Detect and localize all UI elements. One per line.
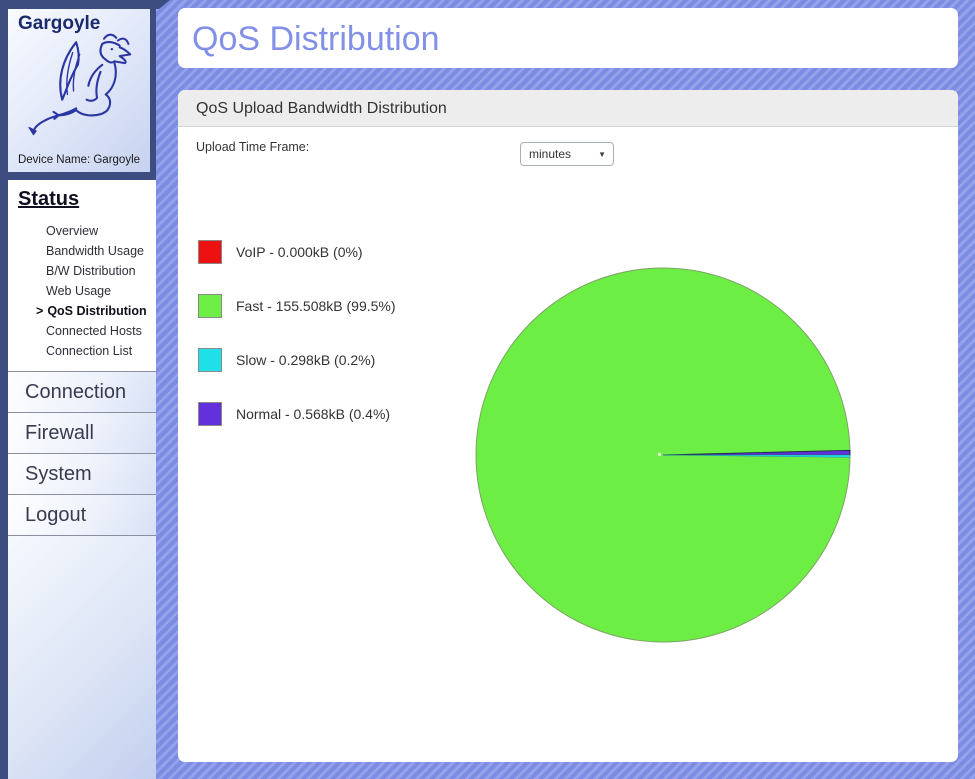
pie-legend: VoIP - 0.000kB (0%) Fast - 155.508kB (99… [198,240,396,456]
legend-item-fast: Fast - 155.508kB (99.5%) [198,294,396,318]
legend-swatch-slow [198,348,222,372]
legend-label-fast: Fast - 155.508kB (99.5%) [236,298,396,314]
pie-slice-slow [662,454,851,458]
sidebar-top-edge [0,0,170,9]
sidebar-section-connection[interactable]: Connection [8,372,156,413]
sidebar-item-web-usage[interactable]: Web Usage [46,284,112,298]
qos-pie-chart [463,255,863,655]
sidebar-item-qos-distribution[interactable]: > QoS Distribution [36,304,147,318]
legend-swatch-voip [198,240,222,264]
panel-header: QoS Upload Bandwidth Distribution [178,90,958,127]
sidebar-item-bandwidth-usage[interactable]: Bandwidth Usage [46,244,144,258]
legend-label-voip: VoIP - 0.000kB (0%) [236,244,363,260]
panel-body: Upload Time Frame: minutes ▼ VoIP - 0.00… [178,127,958,762]
legend-item-voip: VoIP - 0.000kB (0%) [198,240,396,264]
sidebar-item-bw-distribution[interactable]: B/W Distribution [46,264,136,278]
qos-panel: QoS Upload Bandwidth Distribution Upload… [178,90,958,762]
sidebar-item-overview[interactable]: Overview [46,224,99,238]
upload-time-frame-label: Upload Time Frame: [196,140,310,154]
sidebar-item-connection-list[interactable]: Connection List [46,344,133,358]
time-frame-select[interactable]: minutes ▼ [520,142,614,166]
legend-label-normal: Normal - 0.568kB (0.4%) [236,406,391,422]
device-name-label: Device Name: Gargoyle [17,154,141,166]
page-title-card: QoS Distribution [178,8,958,68]
gargoyle-logo-icon [26,30,142,143]
main-content: QoS Distribution QoS Upload Bandwidth Di… [178,0,958,762]
sidebar-item-connected-hosts[interactable]: Connected Hosts [46,324,142,338]
status-section: Status Overview Bandwidth Usage B/W Dist… [8,180,156,371]
legend-item-normal: Normal - 0.568kB (0.4%) [198,402,396,426]
sidebar-section-status[interactable]: Status [18,188,80,210]
active-item-marker: > [36,304,44,318]
sidebar-menu: Connection Firewall System Logout [8,371,156,536]
page-title: QoS Distribution [192,20,440,58]
logo-card: Gargoyle Device Name: Gargoy [8,8,150,172]
pie-apex-highlight [657,452,662,456]
legend-swatch-normal [198,402,222,426]
brand-title: Gargoyle [18,13,101,34]
time-frame-selected-value: minutes [529,147,572,161]
sidebar: Gargoyle Device Name: Gargoy [0,0,156,779]
legend-item-slow: Slow - 0.298kB (0.2%) [198,348,396,372]
sidebar-section-system[interactable]: System [8,454,156,495]
legend-label-slow: Slow - 0.298kB (0.2%) [236,352,376,368]
legend-swatch-fast [198,294,222,318]
chevron-down-icon: ▼ [598,149,606,159]
sidebar-filler [8,536,156,779]
sidebar-section-logout[interactable]: Logout [8,495,156,536]
sidebar-section-firewall[interactable]: Firewall [8,413,156,454]
